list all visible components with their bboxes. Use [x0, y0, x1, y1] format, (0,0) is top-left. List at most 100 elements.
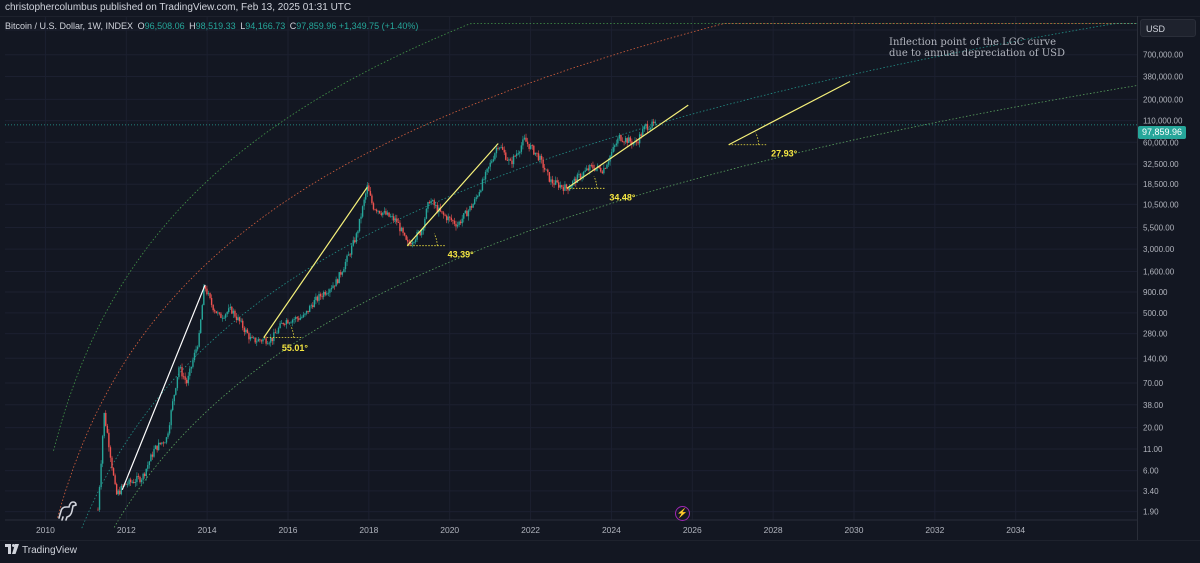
candle-body: [645, 124, 647, 127]
candle-body: [186, 379, 188, 384]
candle-body: [190, 366, 193, 369]
candle-body: [145, 468, 147, 477]
candle-body: [365, 193, 367, 200]
candle-body: [232, 310, 235, 314]
candle-body: [422, 227, 424, 231]
candle-body: [330, 288, 333, 290]
candle-body: [251, 336, 253, 338]
candle-body: [461, 218, 463, 224]
candle-body: [618, 134, 621, 139]
candle-body: [450, 217, 453, 221]
candle-body: [350, 245, 353, 255]
candle-body: [361, 206, 364, 217]
candle-body: [514, 155, 516, 157]
candle-body: [575, 178, 577, 183]
candle-body: [341, 272, 344, 275]
candle-body: [103, 412, 105, 437]
candle-body: [512, 155, 515, 165]
candle-body: [481, 179, 484, 191]
lightning-icon[interactable]: ⚡: [675, 506, 690, 521]
candle-body: [101, 436, 104, 464]
candle-body: [624, 138, 627, 142]
candle-body: [617, 138, 619, 144]
candle-body: [229, 306, 231, 309]
candle-body: [276, 332, 278, 334]
candle-body: [338, 272, 340, 284]
annotation-line-2: due to annual depreciation of USD: [889, 48, 1066, 59]
candle-body: [449, 216, 451, 218]
candle-body: [397, 222, 400, 223]
candle-body: [181, 367, 183, 377]
candle-body: [545, 169, 547, 171]
candle-body: [262, 339, 264, 342]
candle-body: [347, 254, 350, 256]
candle-body: [114, 475, 116, 485]
currency-badge[interactable]: USD: [1140, 19, 1196, 37]
candle-body: [529, 145, 532, 149]
candle-body: [595, 168, 597, 171]
candle-body: [581, 176, 583, 179]
candle-body: [500, 147, 502, 148]
candle-body: [621, 140, 624, 142]
angle-arc: [593, 176, 598, 189]
lgc-curve: [57, 23, 1137, 518]
candle-body: [447, 216, 449, 221]
candle-body: [554, 180, 557, 185]
lgc-curve: [53, 23, 1137, 451]
trendline: [566, 104, 689, 189]
candle-body: [310, 305, 312, 307]
candle-body: [140, 479, 143, 483]
candle-body: [556, 180, 558, 183]
candle-body: [148, 461, 151, 466]
candle-body: [632, 142, 635, 145]
candle-body: [491, 161, 493, 163]
symbol-legend[interactable]: Bitcoin / U.S. Dollar, 1W, INDEX O96,508…: [5, 21, 418, 31]
y-tick-label: 900.00: [1143, 288, 1168, 297]
candle-body: [464, 210, 467, 214]
candle-body: [403, 232, 406, 236]
candle-body: [388, 212, 390, 217]
close-label: C: [289, 21, 297, 31]
candle-body: [520, 145, 523, 152]
candle-body: [119, 490, 121, 495]
candle-body: [161, 442, 163, 444]
symbol-title[interactable]: Bitcoin / U.S. Dollar, 1W, INDEX: [5, 21, 134, 31]
candle-body: [431, 200, 434, 202]
close-value: 97,859.96: [296, 21, 337, 31]
y-tick-label: 6.00: [1143, 467, 1159, 476]
candle-body: [259, 339, 261, 341]
candle-body: [405, 235, 407, 240]
candle-body: [467, 210, 470, 217]
candle-body: [252, 337, 255, 339]
candle-body: [548, 172, 551, 182]
chart-annotation[interactable]: Inflection point of the LGC curve due to…: [889, 37, 1065, 59]
candle-body: [487, 166, 490, 169]
candle-body: [302, 314, 305, 318]
candle-body: [489, 162, 491, 167]
candle-body: [333, 285, 336, 287]
candle-body: [582, 171, 585, 177]
candle-body: [480, 190, 482, 193]
candle-body: [354, 240, 356, 243]
candle-body: [407, 239, 409, 242]
last-price-tag: 97,859.96: [1138, 126, 1186, 139]
candle-body: [587, 168, 589, 171]
candle-body: [631, 141, 633, 145]
candle-body: [417, 231, 420, 233]
x-tick-label: 2030: [845, 525, 864, 535]
candle-body: [226, 312, 228, 315]
dino-icon: [58, 501, 77, 521]
candle-body: [579, 173, 582, 179]
candle-body: [237, 317, 239, 320]
candle-body: [315, 296, 317, 301]
candle-body: [256, 341, 258, 343]
candle-body: [215, 311, 217, 314]
tradingview-logo[interactable]: TradingView: [5, 544, 77, 556]
published-by-text: christophercolumbus published on Trading…: [5, 2, 352, 13]
candle-body: [196, 346, 199, 350]
candle-body: [427, 202, 429, 209]
y-tick-label: 700,000.00: [1143, 51, 1184, 60]
angle-arc: [433, 233, 438, 246]
y-tick-label: 20.00: [1143, 424, 1164, 433]
